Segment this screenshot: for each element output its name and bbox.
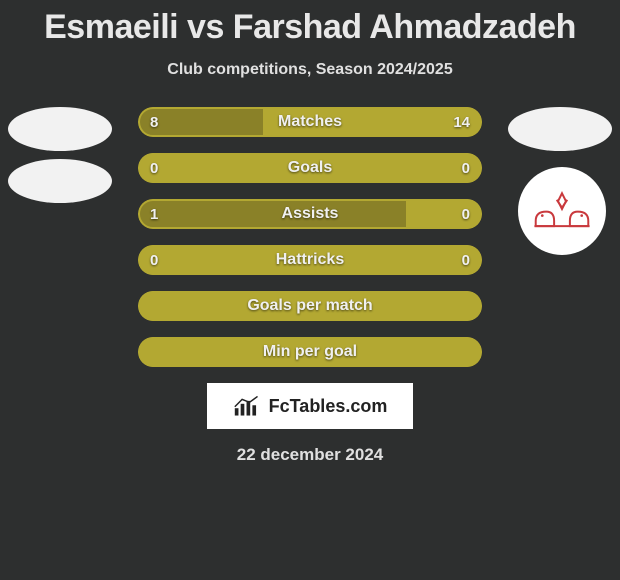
club-badge-right bbox=[518, 167, 606, 255]
stat-row-matches: 814Matches bbox=[138, 107, 482, 137]
chart-icon bbox=[233, 395, 263, 417]
stat-label: Matches bbox=[138, 107, 482, 137]
stat-row-hattricks: 00Hattricks bbox=[138, 245, 482, 275]
stat-row-assists: 10Assists bbox=[138, 199, 482, 229]
stat-label: Goals bbox=[138, 153, 482, 183]
stat-row-goals-per-match: Goals per match bbox=[138, 291, 482, 321]
subtitle: Club competitions, Season 2024/2025 bbox=[0, 61, 620, 79]
page-title: Esmaeili vs Farshad Ahmadzadeh bbox=[0, 0, 620, 47]
club-crest-icon bbox=[527, 188, 597, 234]
stat-label: Assists bbox=[138, 199, 482, 229]
stat-bars: 814Matches 00Goals 10Assists 00Hattricks Goa… bbox=[138, 107, 482, 367]
brand-box: FcTables.com bbox=[207, 383, 413, 429]
stat-label: Goals per match bbox=[138, 291, 482, 321]
brand-text: FcTables.com bbox=[269, 396, 388, 417]
date-text: 22 december 2024 bbox=[0, 445, 620, 465]
comparison-chart: 814Matches 00Goals 10Assists 00Hattricks Goa… bbox=[0, 107, 620, 367]
player-right-avatar-1 bbox=[508, 107, 612, 151]
stat-label: Min per goal bbox=[138, 337, 482, 367]
stat-row-min-per-goal: Min per goal bbox=[138, 337, 482, 367]
player-left-avatar-2 bbox=[8, 159, 112, 203]
player-left-avatar-1 bbox=[8, 107, 112, 151]
stat-label: Hattricks bbox=[138, 245, 482, 275]
stat-row-goals: 00Goals bbox=[138, 153, 482, 183]
